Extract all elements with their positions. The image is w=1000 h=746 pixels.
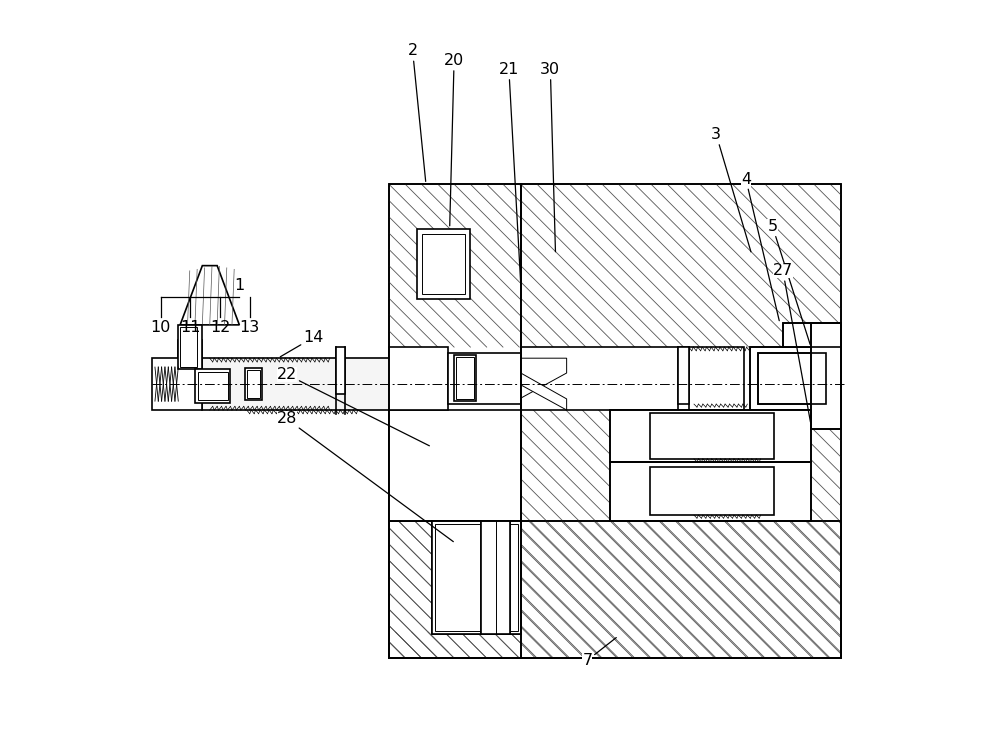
Bar bbox=[783, 323, 841, 347]
Bar bbox=[245, 368, 262, 401]
Text: 13: 13 bbox=[240, 320, 260, 336]
Bar bbox=[435, 524, 518, 630]
Bar bbox=[432, 521, 521, 633]
Text: 27: 27 bbox=[773, 263, 810, 422]
Bar bbox=[650, 467, 774, 515]
Text: 12: 12 bbox=[210, 320, 230, 336]
Text: 5: 5 bbox=[767, 219, 810, 345]
Text: 22: 22 bbox=[277, 367, 429, 446]
Text: 1: 1 bbox=[234, 278, 244, 293]
Polygon shape bbox=[180, 266, 239, 325]
Text: 3: 3 bbox=[711, 127, 751, 252]
Bar bbox=[610, 462, 811, 521]
Bar bbox=[195, 369, 230, 403]
Bar bbox=[481, 521, 510, 633]
Bar bbox=[456, 357, 474, 399]
Text: 11: 11 bbox=[180, 320, 201, 336]
Polygon shape bbox=[521, 373, 567, 410]
Text: 7: 7 bbox=[582, 638, 616, 668]
Text: 4: 4 bbox=[741, 172, 779, 321]
Bar bbox=[247, 370, 260, 398]
Bar bbox=[389, 184, 521, 658]
Bar bbox=[811, 323, 841, 428]
Bar bbox=[521, 184, 841, 658]
Bar bbox=[678, 347, 689, 404]
Bar bbox=[389, 521, 841, 658]
Text: 28: 28 bbox=[277, 411, 453, 542]
Polygon shape bbox=[521, 358, 567, 398]
Bar bbox=[758, 353, 826, 404]
Text: 21: 21 bbox=[499, 62, 521, 281]
Bar bbox=[610, 462, 811, 521]
Bar bbox=[178, 325, 202, 369]
Bar bbox=[389, 184, 521, 658]
Bar bbox=[750, 347, 841, 410]
Bar bbox=[422, 233, 465, 294]
Bar bbox=[417, 228, 470, 299]
Bar bbox=[180, 327, 197, 367]
Bar bbox=[750, 347, 841, 410]
Bar bbox=[758, 353, 826, 404]
Bar bbox=[389, 410, 521, 521]
Text: 20: 20 bbox=[444, 53, 464, 226]
Bar bbox=[610, 410, 811, 462]
Polygon shape bbox=[152, 339, 202, 410]
Bar bbox=[610, 410, 811, 462]
Bar bbox=[198, 372, 228, 401]
Bar bbox=[811, 323, 841, 428]
Bar bbox=[481, 521, 510, 633]
Bar bbox=[650, 413, 774, 459]
Bar bbox=[336, 347, 345, 394]
Bar bbox=[783, 323, 841, 347]
Text: 30: 30 bbox=[540, 62, 560, 251]
Text: 2: 2 bbox=[408, 43, 426, 181]
Text: 14: 14 bbox=[280, 330, 324, 357]
Bar bbox=[432, 521, 521, 633]
Bar bbox=[389, 521, 841, 658]
Bar bbox=[454, 355, 476, 401]
Text: 10: 10 bbox=[151, 320, 171, 336]
Bar bbox=[202, 358, 391, 410]
Bar bbox=[521, 184, 841, 658]
Bar bbox=[521, 347, 744, 410]
Bar bbox=[448, 353, 521, 404]
Bar bbox=[389, 347, 448, 410]
